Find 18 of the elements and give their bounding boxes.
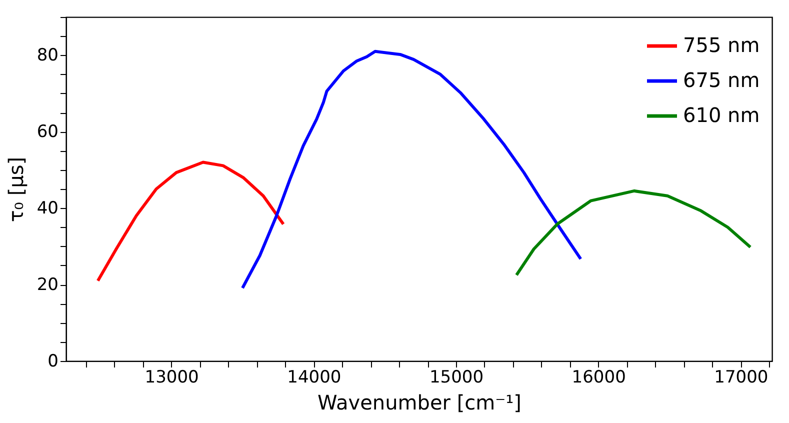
legend-label: 610 nm xyxy=(683,103,760,127)
y-tick-label: 0 xyxy=(48,352,58,372)
x-tick-label: 14000 xyxy=(287,368,342,388)
x-axis-title: Wavenumber [cm⁻¹] xyxy=(318,390,522,414)
y-tick-label: 20 xyxy=(36,275,58,296)
x-tick-label: 17000 xyxy=(714,368,768,388)
legend-label: 675 nm xyxy=(683,68,760,92)
y-tick-label: 80 xyxy=(36,46,58,66)
x-tick-label: 15000 xyxy=(429,368,484,388)
line-series xyxy=(96,160,285,282)
y-tick-label: 60 xyxy=(36,122,58,142)
y-tick-label: 40 xyxy=(36,198,58,219)
legend-label: 755 nm xyxy=(683,33,760,57)
line-series xyxy=(515,189,752,276)
y-axis-title: τ₀ [μs] xyxy=(4,156,28,222)
line-series xyxy=(241,50,582,290)
x-tick-label: 13000 xyxy=(144,368,199,388)
x-tick-label: 16000 xyxy=(572,368,626,388)
